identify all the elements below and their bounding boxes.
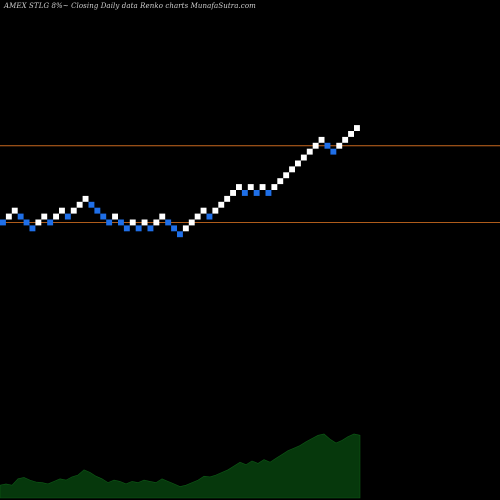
renko-brick-up	[295, 160, 301, 167]
renko-brick-up	[182, 225, 189, 232]
renko-brick-down	[147, 225, 154, 232]
renko-brick-up	[336, 142, 343, 149]
renko-brick-down	[100, 213, 107, 220]
renko-brick-down	[106, 219, 113, 226]
volume-area	[0, 433, 361, 499]
renko-brick-up	[230, 190, 236, 196]
renko-brick-up	[300, 154, 307, 161]
renko-brick-down	[206, 213, 213, 220]
renko-brick-up	[82, 195, 89, 202]
renko-brick-down	[64, 213, 71, 220]
renko-brick-up	[76, 201, 83, 208]
renko-brick-up	[224, 195, 231, 202]
renko-brick-up	[70, 207, 77, 214]
renko-brick-down	[330, 148, 337, 155]
renko-brick-up	[277, 178, 284, 185]
renko-brick-up	[35, 219, 42, 226]
renko-brick-down	[265, 190, 272, 196]
renko-brick-up	[306, 148, 313, 155]
renko-brick-up	[212, 207, 219, 214]
renko-brick-down	[17, 213, 24, 220]
renko-brick-up	[247, 184, 254, 190]
renko-brick-down	[324, 142, 331, 149]
renko-brick-up	[348, 131, 354, 137]
renko-brick-up	[312, 142, 319, 149]
renko-brick-up	[53, 213, 59, 220]
renko-brick-up	[59, 207, 65, 214]
renko-brick-up	[354, 125, 360, 131]
renko-brick-down	[88, 201, 95, 208]
renko-brick-up	[188, 219, 195, 226]
renko-brick-down	[47, 219, 54, 226]
renko-brick-up	[342, 136, 349, 143]
renko-brick-up	[259, 184, 266, 190]
renko-brick-down	[165, 219, 172, 226]
renko-brick-down	[94, 207, 101, 214]
renko-brick-down	[29, 225, 36, 232]
renko-brick-down	[123, 225, 130, 232]
renko-brick-up	[289, 166, 295, 173]
renko-brick-up	[271, 184, 278, 190]
renko-brick-up	[112, 213, 118, 220]
renko-brick-down	[177, 231, 183, 238]
renko-brick-down	[135, 225, 142, 232]
renko-brick-up	[141, 219, 148, 226]
renko-brick-up	[129, 219, 136, 226]
renko-brick-down	[241, 190, 248, 196]
renko-brick-up	[11, 207, 18, 214]
renko-brick-down	[0, 219, 6, 226]
renko-brick-up	[218, 201, 225, 208]
renko-brick-up	[283, 172, 290, 179]
renko-brick-down	[253, 190, 260, 196]
renko-brick-up	[236, 184, 242, 190]
renko-brick-up	[41, 213, 48, 220]
renko-brick-up	[159, 213, 166, 220]
renko-brick-up	[153, 219, 160, 226]
renko-brick-down	[171, 225, 177, 232]
renko-brick-up	[5, 213, 12, 220]
renko-brick-down	[23, 219, 30, 226]
renko-brick-down	[118, 219, 124, 226]
renko-brick-up	[318, 136, 325, 143]
renko-brick-up	[194, 213, 201, 220]
chart-title: AMEX STLG 8%~ Closing Daily data Renko c…	[4, 2, 256, 10]
renko-brick-up	[200, 207, 207, 214]
